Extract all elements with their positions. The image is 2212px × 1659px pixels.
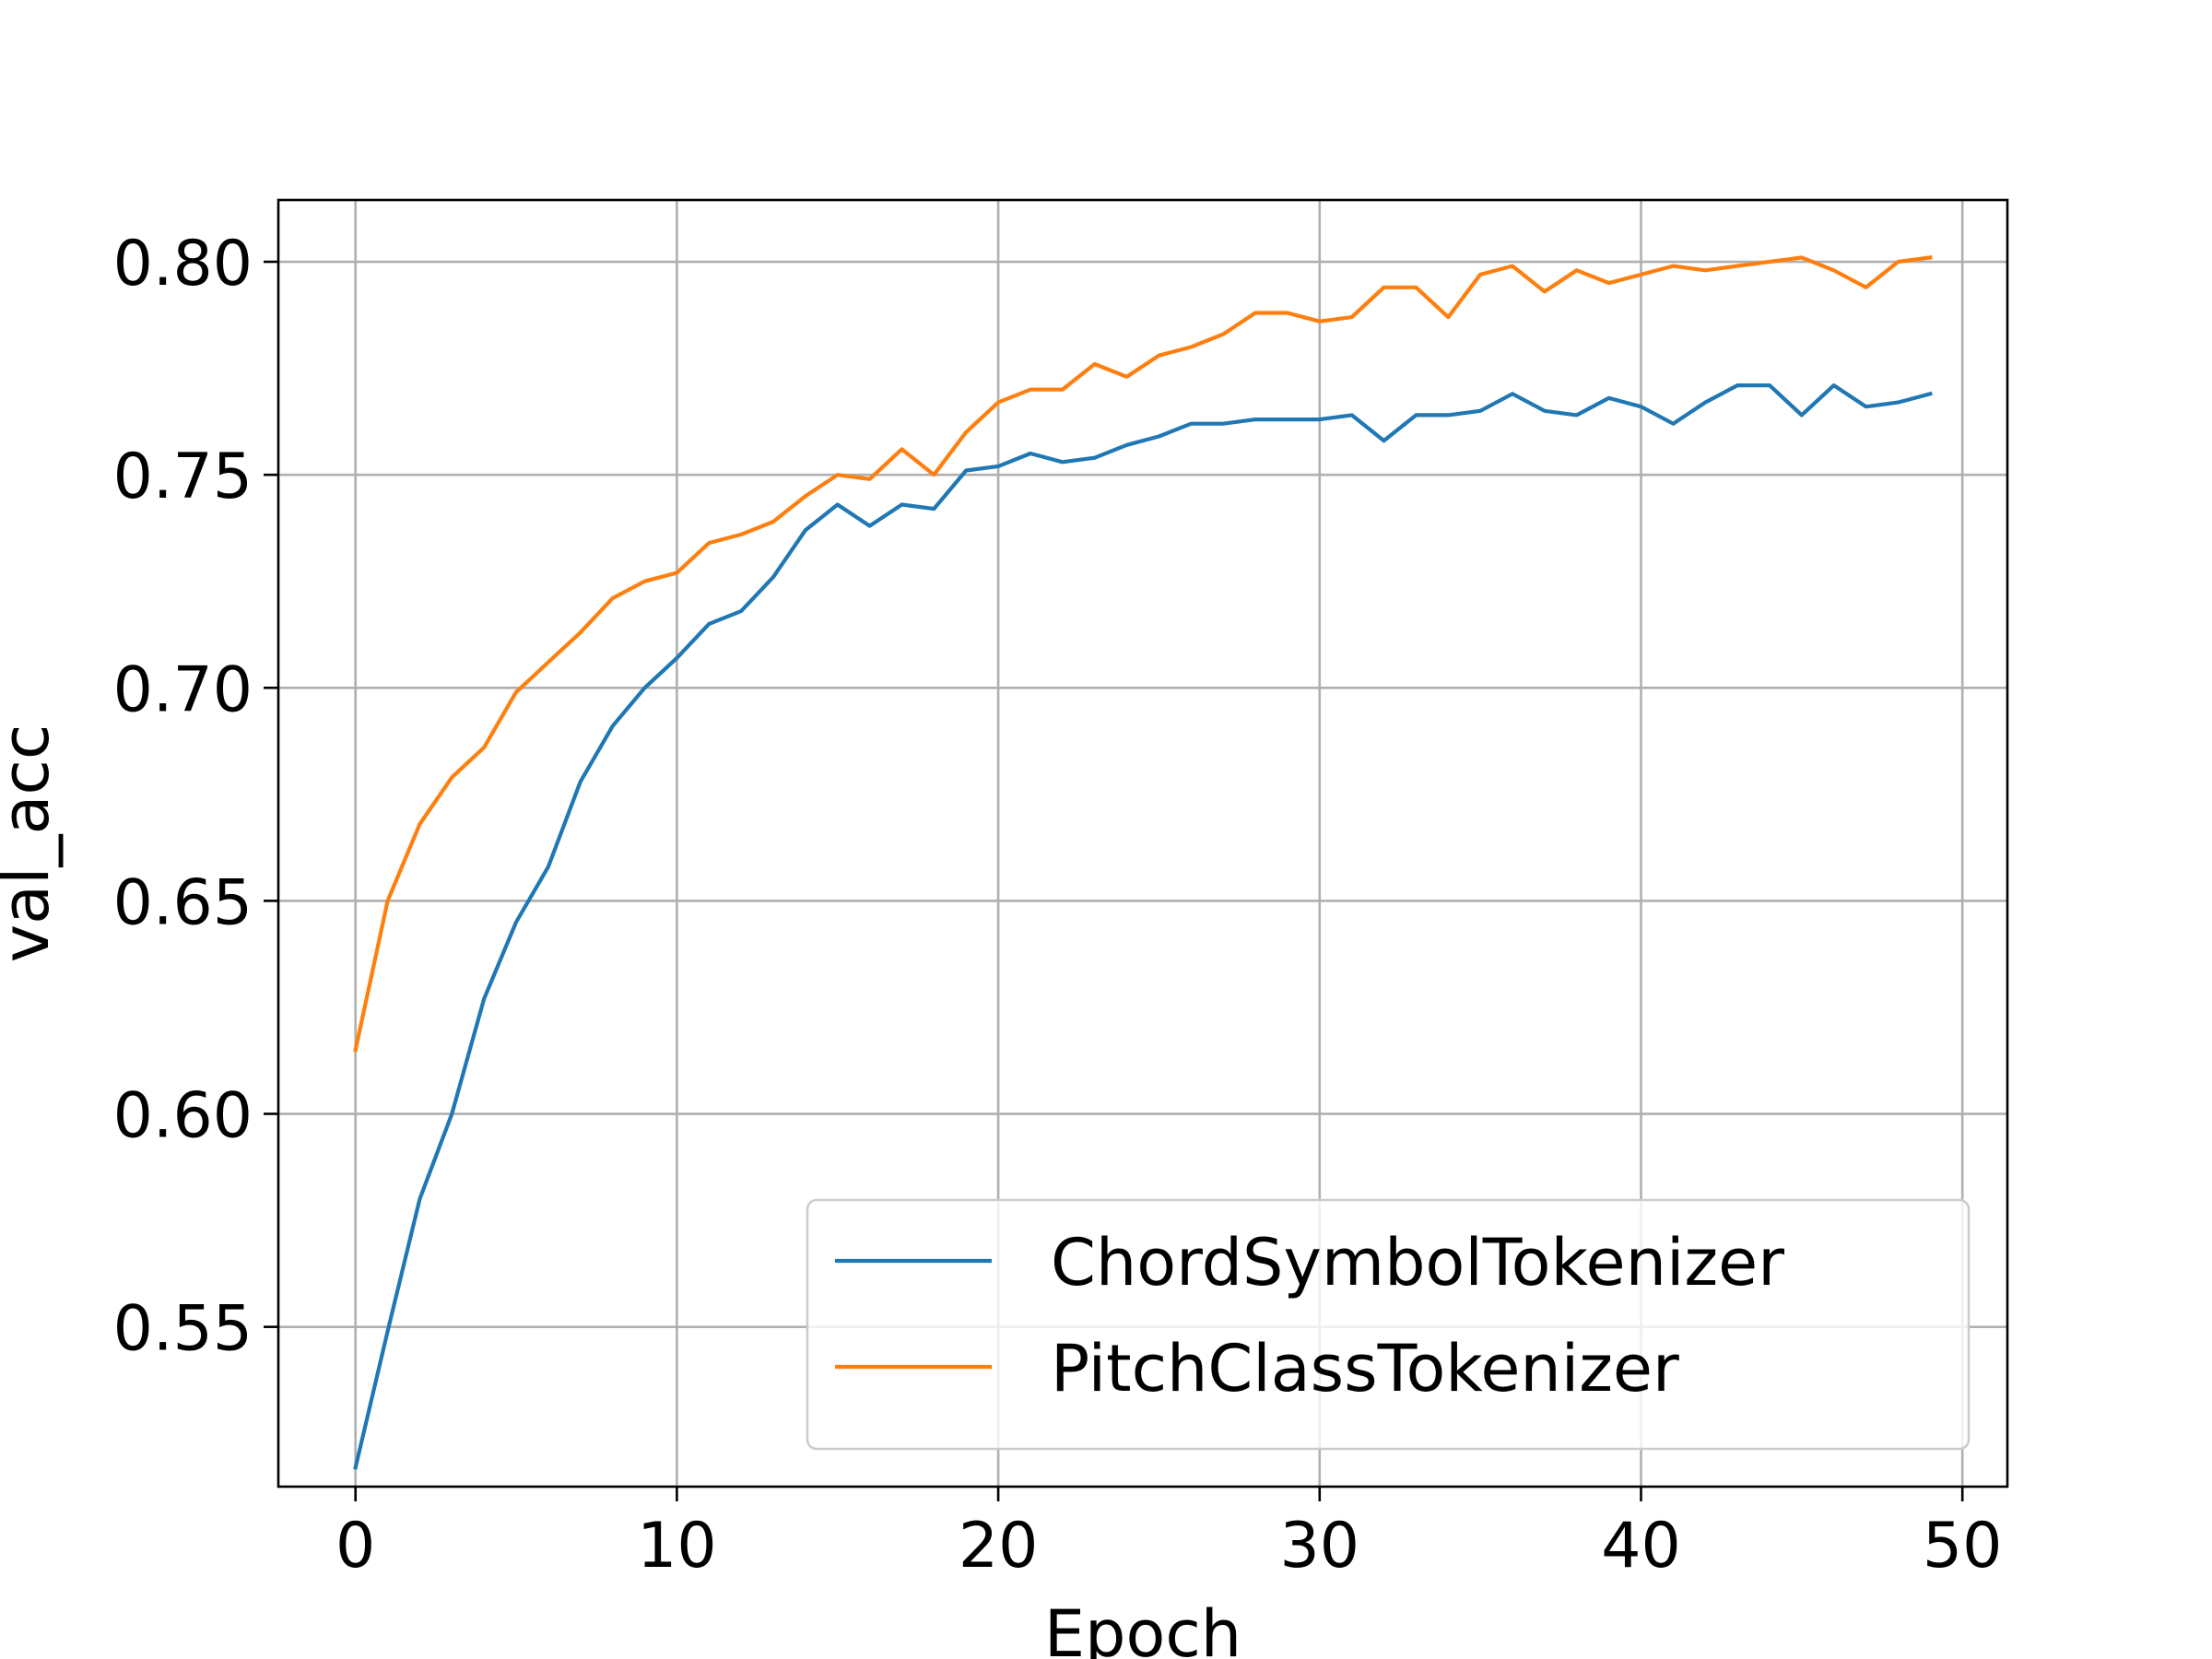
y-axis-label: val_acc — [0, 724, 64, 963]
legend-box — [806, 1198, 1971, 1451]
grid-lines — [278, 200, 2007, 1487]
x-tick-label: 20 — [959, 1510, 1039, 1583]
axis-ticks: 0 10 20 30 40 50 0.55 0.60 0.65 0.70 0.75 0.80 — [113, 228, 2003, 1583]
x-tick-label: 40 — [1601, 1510, 1681, 1583]
legend: ChordSymbolTokenizer PitchClassTokenizer — [806, 1198, 1971, 1451]
plot-frame — [276, 198, 2009, 1488]
x-tick-label: 0 — [335, 1510, 375, 1583]
legend-label: PitchClassTokenizer — [1051, 1331, 1679, 1406]
x-tick-label: 50 — [1923, 1510, 2003, 1583]
legend-label: ChordSymbolTokenizer — [1051, 1225, 1784, 1300]
series-group — [353, 255, 1933, 1470]
x-axis-label: Epoch — [1044, 1596, 1241, 1659]
x-tick-label: 30 — [1280, 1510, 1360, 1583]
y-tick-label: 0.65 — [113, 866, 253, 939]
y-tick-label: 0.80 — [113, 228, 253, 300]
y-tick-label: 0.55 — [113, 1293, 253, 1366]
series-line-chord-symbol — [353, 383, 1933, 1470]
series-line-pitch-class — [353, 255, 1933, 1053]
y-tick-label: 0.75 — [113, 441, 253, 513]
y-tick-label: 0.60 — [113, 1080, 253, 1153]
y-tick-label: 0.70 — [113, 653, 253, 726]
x-tick-label: 10 — [637, 1510, 717, 1583]
